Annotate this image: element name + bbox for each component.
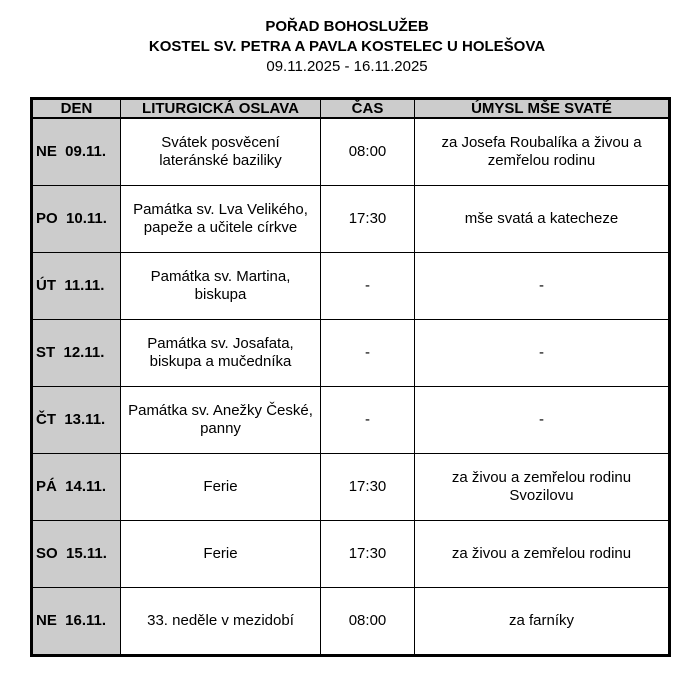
celebration-cell: Ferie — [120, 520, 321, 588]
intention-cell: za živou a zemřelou rodinu Svozilovu — [414, 453, 670, 521]
time-cell: 17:30 — [320, 185, 415, 253]
intention-cell: - — [414, 252, 670, 320]
church-name: KOSTEL SV. PETRA A PAVLA KOSTELEC U HOLE… — [148, 38, 546, 55]
intention-cell: za farníky — [414, 587, 670, 656]
intention-cell: mše svatá a katecheze — [414, 185, 670, 253]
column-header-day: DEN — [31, 98, 121, 119]
table-row: PÁ 14.11. Ferie 17:30 za živou a zemřelou r… — [31, 453, 670, 521]
document-header: POŘAD BOHOSLUŽEB KOSTEL SV. PETRA A PAVL… — [0, 17, 694, 77]
day-cell: PO 10.11. — [31, 185, 121, 253]
time-cell: - — [320, 252, 415, 320]
table-row: ÚT 11.11. Památka sv. Martina, biskupa - - — [31, 252, 670, 320]
time-cell: - — [320, 386, 415, 454]
time-cell: 08:00 — [320, 117, 415, 186]
day-cell: ST 12.11. — [31, 319, 121, 387]
schedule-table: DEN LITURGICKÁ OSLAVA ČAS ÚMYSL MŠE SVAT… — [30, 97, 671, 657]
day-cell: ČT 13.11. — [31, 386, 121, 454]
column-header-time: ČAS — [320, 98, 415, 119]
day-cell: NE 09.11. — [31, 117, 121, 186]
intention-cell: za Josefa Roubalíka a živou a zemřelou r… — [414, 117, 670, 186]
table-row: PO 10.11. Památka sv. Lva Velikého, papež… — [31, 185, 670, 253]
intention-cell: za živou a zemřelou rodinu — [414, 520, 670, 588]
table-header-row: DEN LITURGICKÁ OSLAVA ČAS ÚMYSL MŠE SVAT… — [31, 98, 670, 119]
intention-cell: - — [414, 319, 670, 387]
day-cell: NE 16.11. — [31, 587, 121, 656]
table-row: NE 16.11. 33. neděle v mezidobí 08:00 za fa… — [31, 587, 670, 656]
day-cell: PÁ 14.11. — [31, 453, 121, 521]
time-cell: 17:30 — [320, 453, 415, 521]
table-row: ST 12.11. Památka sv. Josafata, biskupa a… — [31, 319, 670, 387]
celebration-cell: 33. neděle v mezidobí — [120, 587, 321, 656]
intention-cell: - — [414, 386, 670, 454]
celebration-cell: Památka sv. Josafata, biskupa a mučedník… — [120, 319, 321, 387]
celebration-cell: Památka sv. Lva Velikého, papeže a učite… — [120, 185, 321, 253]
celebration-cell: Památka sv. Martina, biskupa — [120, 252, 321, 320]
table-row: ČT 13.11. Památka sv. Anežky České, panny… — [31, 386, 670, 454]
celebration-cell: Svátek posvěcení lateránské baziliky — [120, 117, 321, 186]
table-row: SO 15.11. Ferie 17:30 za živou a zemřelou r… — [31, 520, 670, 588]
column-header-celebration: LITURGICKÁ OSLAVA — [120, 98, 321, 119]
page-title: POŘAD BOHOSLUŽEB — [265, 18, 429, 35]
celebration-cell: Památka sv. Anežky České, panny — [120, 386, 321, 454]
time-cell: - — [320, 319, 415, 387]
time-cell: 08:00 — [320, 587, 415, 656]
day-cell: SO 15.11. — [31, 520, 121, 588]
day-cell: ÚT 11.11. — [31, 252, 121, 320]
date-range: 09.11.2025 - 16.11.2025 — [266, 58, 428, 75]
time-cell: 17:30 — [320, 520, 415, 588]
column-header-intention: ÚMYSL MŠE SVATÉ — [414, 98, 670, 119]
celebration-cell: Ferie — [120, 453, 321, 521]
table-row: NE 09.11. Svátek posvěcení lateránské baz… — [31, 117, 670, 186]
